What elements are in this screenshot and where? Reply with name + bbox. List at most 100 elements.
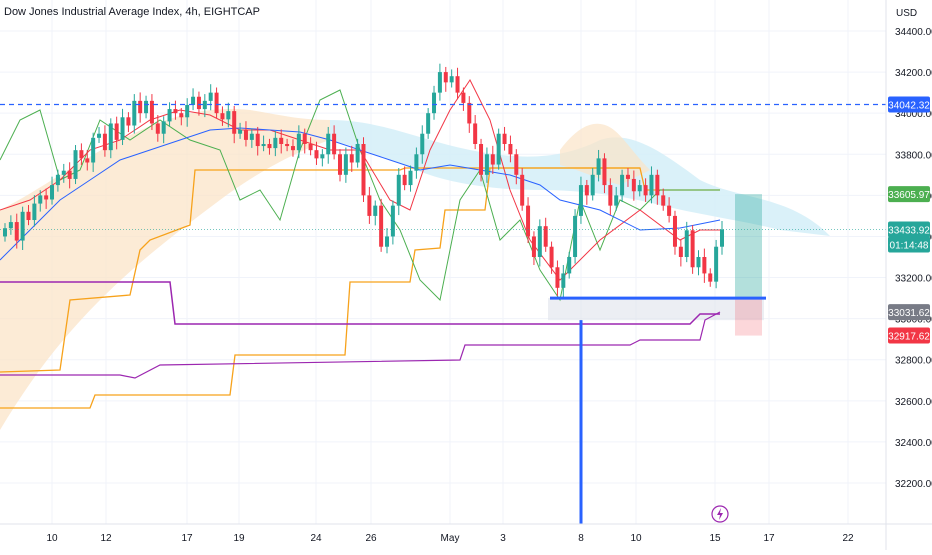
candle-body bbox=[50, 185, 55, 200]
candle bbox=[449, 69, 454, 88]
candle-body bbox=[702, 257, 707, 274]
candle-body bbox=[520, 174, 525, 206]
candle-body bbox=[191, 96, 196, 105]
candle-body bbox=[432, 92, 437, 114]
price-axis[interactable]: 32200.0032400.0032600.0032800.0033000.00… bbox=[885, 0, 932, 550]
candle-body bbox=[385, 236, 390, 247]
candle-body bbox=[567, 257, 572, 274]
candle-body bbox=[38, 195, 43, 204]
candle-body bbox=[55, 174, 60, 186]
candle bbox=[126, 112, 131, 133]
candle-body bbox=[461, 92, 466, 103]
candle bbox=[102, 125, 107, 157]
candle-body bbox=[390, 205, 395, 237]
candle bbox=[531, 231, 536, 266]
price-badge-bg bbox=[888, 186, 930, 203]
target-zone bbox=[735, 194, 762, 299]
candle-body bbox=[426, 113, 431, 134]
flash-icon[interactable] bbox=[711, 505, 729, 523]
candle bbox=[373, 200, 378, 226]
price-badge[interactable]: 33605.97 bbox=[888, 186, 930, 203]
candle bbox=[714, 239, 719, 289]
candle bbox=[173, 100, 178, 120]
candle bbox=[220, 106, 225, 126]
candle bbox=[720, 221, 724, 255]
candle-body bbox=[649, 174, 654, 196]
price-badge-bg bbox=[888, 327, 930, 344]
candle-body bbox=[20, 211, 25, 241]
candle bbox=[326, 126, 331, 164]
candle bbox=[91, 132, 96, 172]
candle-body bbox=[708, 273, 713, 282]
price-badge[interactable]: 33031.62 bbox=[888, 304, 930, 321]
candle-body bbox=[549, 246, 554, 268]
candle bbox=[120, 108, 125, 146]
candle bbox=[678, 239, 683, 267]
price-badge-bg bbox=[888, 236, 930, 253]
price-badge[interactable]: 32917.62 bbox=[888, 327, 930, 344]
candle bbox=[555, 260, 560, 296]
candle bbox=[508, 135, 513, 163]
candle-body bbox=[696, 257, 701, 268]
price-badge-bg bbox=[888, 304, 930, 321]
candle-body bbox=[255, 133, 260, 147]
candle bbox=[279, 129, 284, 154]
candle bbox=[573, 209, 578, 264]
candle-body bbox=[508, 144, 513, 155]
candle bbox=[185, 98, 190, 127]
candle-body bbox=[132, 100, 137, 126]
price-badge[interactable]: 33433.92 bbox=[888, 221, 930, 238]
candle-body bbox=[220, 113, 225, 120]
candle-body bbox=[3, 228, 7, 237]
candle-body bbox=[267, 144, 272, 149]
candle bbox=[520, 168, 525, 211]
time-axis[interactable]: 10 12 17 19 24 26 May 3 8 10 15 17 22 bbox=[0, 523, 932, 544]
candle-body bbox=[608, 185, 613, 206]
candle-body bbox=[367, 195, 372, 216]
candle bbox=[631, 170, 636, 201]
candle-body bbox=[14, 222, 19, 241]
candle bbox=[408, 165, 413, 192]
candle-body bbox=[720, 229, 724, 247]
candle bbox=[414, 147, 419, 179]
candle bbox=[625, 168, 630, 187]
candle bbox=[208, 84, 213, 111]
candle bbox=[402, 166, 407, 191]
candle bbox=[149, 94, 154, 131]
candle-body bbox=[625, 174, 630, 179]
candle-body bbox=[690, 230, 695, 268]
candle-body bbox=[97, 133, 102, 138]
y-tick-label: 34000.00 bbox=[895, 109, 932, 120]
candle bbox=[179, 108, 184, 126]
candle-body bbox=[361, 144, 366, 196]
candle-body bbox=[73, 150, 78, 179]
candle bbox=[290, 139, 295, 157]
candle bbox=[232, 105, 237, 144]
candle bbox=[496, 128, 501, 170]
y-tick-label: 33800.00 bbox=[895, 150, 932, 161]
candle-body bbox=[249, 133, 254, 140]
candle bbox=[337, 149, 342, 182]
candle bbox=[38, 190, 43, 212]
candle bbox=[144, 95, 149, 119]
price-badge-label: 33433.92 bbox=[888, 225, 930, 236]
candle bbox=[708, 268, 713, 287]
price-badge[interactable]: 34042.32 bbox=[888, 96, 930, 113]
candle bbox=[3, 223, 7, 242]
candle bbox=[308, 137, 313, 156]
price-badge-label: 32917.62 bbox=[888, 332, 930, 343]
cloud-orange bbox=[0, 109, 330, 431]
candle bbox=[314, 141, 319, 165]
x-tick-label: 17 bbox=[763, 533, 775, 544]
candle bbox=[637, 179, 642, 197]
price-badge-bg bbox=[888, 96, 930, 113]
candle bbox=[502, 126, 507, 151]
cloud-blue bbox=[330, 120, 830, 236]
candle bbox=[420, 125, 425, 164]
price-badge[interactable]: 01:14:48 bbox=[888, 236, 930, 253]
price-badge-label: 33605.97 bbox=[888, 190, 930, 201]
x-tick-label: 15 bbox=[709, 533, 721, 544]
candle-body bbox=[714, 246, 719, 282]
